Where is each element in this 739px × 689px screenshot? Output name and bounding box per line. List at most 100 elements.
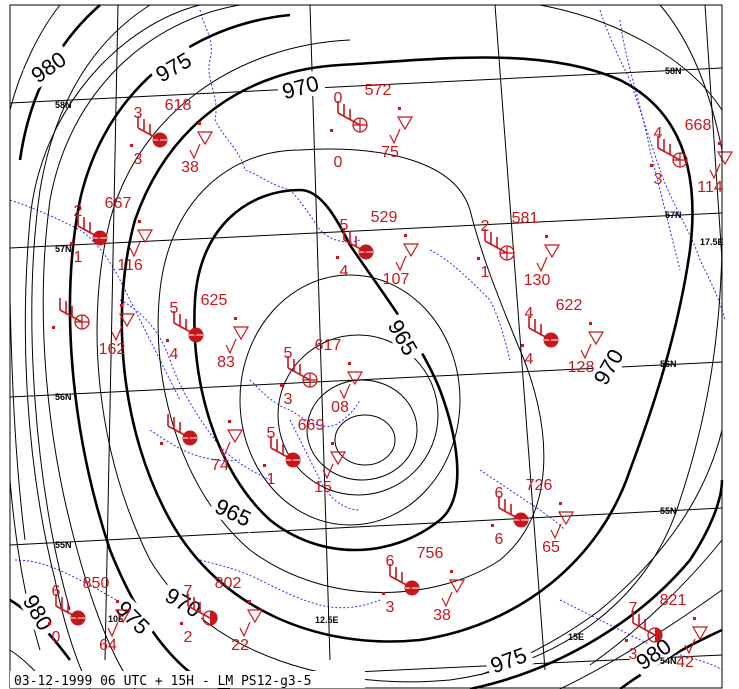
wind-barb bbox=[77, 214, 101, 239]
station-162: 162 bbox=[52, 298, 136, 358]
wind-barb bbox=[484, 229, 508, 254]
wind-barb bbox=[137, 116, 161, 141]
isobar-label-bg bbox=[586, 340, 631, 393]
station-lower: 15 bbox=[314, 479, 332, 496]
station-upper: 6 bbox=[495, 485, 504, 502]
isobar-label-bg bbox=[381, 311, 426, 364]
station-pressure: 617 bbox=[315, 337, 342, 354]
lon-label-12-5e: 12.5E bbox=[315, 615, 339, 625]
lon-label-15e: 15E bbox=[568, 632, 584, 642]
station-upper: 6 bbox=[386, 553, 395, 570]
station-upper: 5 bbox=[340, 217, 349, 234]
station-617: 617 5 3 08 bbox=[280, 337, 364, 416]
caption-box bbox=[10, 671, 365, 688]
lon-label-17-5e: 17.5E bbox=[700, 237, 724, 247]
station-lower: 38 bbox=[433, 607, 451, 624]
station-pressure: 618 bbox=[165, 97, 192, 114]
station-cloud: 3 bbox=[654, 171, 663, 188]
station-pressure: 572 bbox=[365, 82, 392, 99]
station-upper: 6 bbox=[52, 583, 61, 600]
station-pressure: 622 bbox=[556, 297, 583, 314]
station-pressure: 756 bbox=[417, 545, 444, 562]
station-cloud: 0 bbox=[52, 629, 61, 646]
isobar-label-bg bbox=[275, 69, 327, 105]
station-cloud: 4 bbox=[340, 263, 349, 280]
station-cloud: 3 bbox=[386, 599, 395, 616]
station-cloud: 6 bbox=[495, 531, 504, 548]
station-pressure: 667 bbox=[105, 195, 132, 212]
wind-barb bbox=[55, 594, 79, 619]
station-cloud: 4 bbox=[170, 346, 179, 363]
station-upper: 0 bbox=[334, 90, 343, 107]
station-lower: 114 bbox=[697, 179, 723, 196]
station-upper: 5 bbox=[284, 345, 293, 362]
station-pressure: 625 bbox=[201, 292, 228, 309]
lat-label-55n: 55N bbox=[55, 540, 72, 550]
wind-barb bbox=[498, 496, 522, 521]
station-lower: 65 bbox=[542, 539, 560, 556]
wind-barb bbox=[270, 436, 294, 461]
station-pressure: 850 bbox=[83, 575, 110, 592]
station-cloud: 4 bbox=[525, 351, 534, 368]
wind-barb bbox=[187, 594, 211, 619]
isobar-label-bg bbox=[147, 44, 200, 89]
station-pressure: 821 bbox=[660, 592, 687, 609]
station-extra: 0 bbox=[334, 154, 343, 171]
station-pressure: 669 bbox=[298, 417, 325, 434]
lat-label-56n: 56N bbox=[55, 392, 72, 402]
station-lower: 128 bbox=[568, 359, 595, 376]
station-upper: 4 bbox=[525, 305, 534, 322]
station-pressure: 802 bbox=[215, 575, 242, 592]
lat-label-58n: 58N bbox=[55, 100, 72, 110]
station-726: 726 6 6 65 bbox=[491, 477, 575, 556]
coastline bbox=[9, 9, 726, 671]
isobar-label-bg bbox=[207, 491, 260, 534]
station-74: 74 bbox=[160, 414, 244, 474]
lat-label-54n: 54N bbox=[660, 656, 677, 666]
isobar-label-bg bbox=[157, 580, 210, 625]
station-pressure: 668 bbox=[685, 117, 712, 134]
isobar-label-bg bbox=[16, 586, 61, 639]
station-lower: 116 bbox=[117, 257, 143, 274]
station-cloud: 1 bbox=[481, 264, 490, 281]
wind-barb bbox=[528, 316, 552, 341]
station-cloud: 3 bbox=[629, 646, 638, 663]
map-frame bbox=[9, 4, 723, 689]
station-cloud: 3 bbox=[134, 151, 143, 168]
station-618: 618 3 3 38 bbox=[130, 97, 214, 176]
station-cloud: 2 bbox=[184, 629, 193, 646]
station-upper: 7 bbox=[184, 583, 193, 600]
station-581: 581 2 1 130 bbox=[477, 210, 561, 289]
station-821: 821 7 3 42 bbox=[625, 592, 709, 671]
station-lower: 130 bbox=[524, 272, 551, 289]
station-upper: 2 bbox=[481, 218, 490, 235]
station-lower: 75 bbox=[381, 144, 399, 161]
station-pressure: 529 bbox=[371, 209, 398, 226]
station-pressure: 726 bbox=[526, 477, 553, 494]
wind-barb bbox=[167, 414, 191, 439]
wind-barb bbox=[343, 228, 367, 253]
wind-barb bbox=[389, 564, 413, 589]
station-upper: 3 bbox=[134, 105, 143, 122]
station-756: 756 6 3 38 bbox=[382, 545, 466, 624]
lat-label-57n: 57N bbox=[55, 244, 72, 254]
station-upper: 7 bbox=[629, 600, 638, 617]
lat-label-55n: 55N bbox=[660, 506, 677, 516]
station-667: 667 2 1 116 bbox=[70, 195, 154, 274]
station-cloud: 3 bbox=[284, 391, 293, 408]
station-529: 529 5 4 107 bbox=[336, 209, 420, 288]
station-lower: 162 bbox=[99, 341, 126, 358]
station-lower: 74 bbox=[211, 457, 229, 474]
wind-barb bbox=[287, 356, 311, 381]
station-lower: 42 bbox=[676, 654, 694, 671]
station-lower: 08 bbox=[331, 399, 349, 416]
station-upper: 2 bbox=[74, 203, 83, 220]
station-upper: 5 bbox=[267, 425, 276, 442]
isobar-label-bg bbox=[23, 43, 75, 90]
station-upper: 5 bbox=[170, 300, 179, 317]
lat-label-58n: 58N bbox=[665, 66, 682, 76]
